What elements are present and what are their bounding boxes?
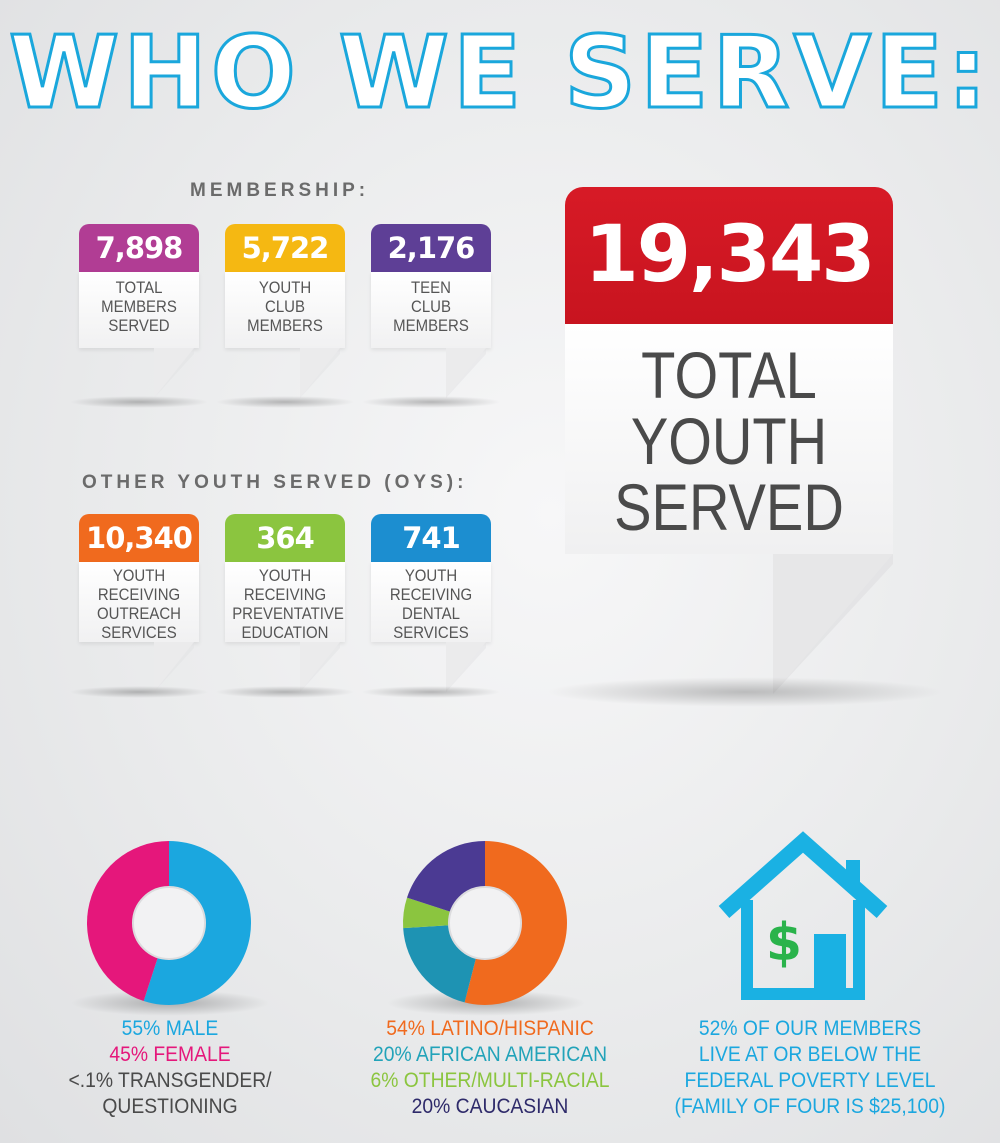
card-label-line: YOUTH — [258, 278, 312, 297]
total-youth-served-card: 19,343 TOTAL YOUTH SERVED — [545, 187, 945, 707]
card-label-line: SERVICES — [393, 623, 469, 642]
page-title: WHO WE SERVE: — [7, 14, 992, 131]
card-label-line: CLUB — [411, 297, 451, 316]
total-label-line: SERVED — [614, 470, 844, 544]
poverty-line: FEDERAL POVERTY LEVEL — [684, 1069, 936, 1092]
tag-shadow — [361, 396, 501, 408]
tag-tail — [446, 642, 486, 692]
gender-stats: 55% MALE 45% FEMALE <.1% TRANSGENDER/ QU… — [40, 1016, 300, 1120]
gender-transgender-text: <.1% TRANSGENDER/ — [68, 1069, 272, 1092]
tag-tail — [446, 348, 486, 398]
total-label-line: TOTAL — [641, 338, 817, 412]
house-door — [814, 934, 846, 994]
tag-shadow — [69, 396, 209, 408]
card-label-line: YOUTH — [112, 566, 166, 585]
dollar-icon: $ — [766, 913, 802, 973]
gender-donut-chart — [87, 841, 252, 1005]
card-label-line: MEMBERS — [101, 297, 177, 316]
tag-tail — [154, 348, 194, 398]
oys-card-label: YOUTH RECEIVING PREVENTATIVE EDUCATION — [225, 562, 345, 642]
ethnicity-donut-hole — [448, 886, 522, 960]
card-label-line: DENTAL — [402, 604, 460, 623]
oys-card-outreach: 10,340 YOUTH RECEIVING OUTREACH SERVICES — [69, 514, 209, 698]
gender-male-text: 55% MALE — [121, 1017, 219, 1040]
oys-card-dental: 741 YOUTH RECEIVING DENTAL SERVICES — [361, 514, 501, 698]
tag-shadow — [69, 686, 209, 698]
membership-card-total-members: 7,898 TOTAL MEMBERS SERVED — [69, 224, 209, 408]
tag-tail — [300, 348, 340, 398]
tag-tail — [300, 642, 340, 692]
total-youth-value: 19,343 — [565, 187, 893, 324]
card-label-line: SERVICES — [101, 623, 177, 642]
card-label-line: OUTREACH — [97, 604, 181, 623]
oys-label: OTHER YOUTH SERVED (OYS): — [82, 472, 468, 493]
card-label-line: CLUB — [265, 297, 305, 316]
membership-card-youth-club: 5,722 YOUTH CLUB MEMBERS — [215, 224, 355, 408]
poverty-line: LIVE AT OR BELOW THE — [698, 1043, 922, 1066]
card-label-line: RECEIVING — [243, 585, 327, 604]
ethnicity-stats: 54% LATINO/HISPANIC 20% AFRICAN AMERICAN… — [350, 1016, 630, 1120]
card-label-line: EDUCATION — [241, 623, 329, 642]
tag-shadow — [361, 686, 501, 698]
house-chimney — [846, 860, 860, 884]
house-roof — [718, 831, 888, 918]
oys-card-value: 741 — [371, 514, 491, 562]
ethnicity-african-american-text: 20% AFRICAN AMERICAN — [372, 1043, 608, 1066]
card-label-line: TEEN — [411, 278, 451, 297]
gender-slice-female — [87, 841, 169, 1001]
tag-shadow — [545, 677, 945, 707]
tag-shadow — [215, 686, 355, 698]
poverty-stats: 52% OF OUR MEMBERS LIVE AT OR BELOW THE … — [655, 1016, 965, 1120]
card-label-line: YOUTH — [404, 566, 458, 585]
card-label-line: TOTAL — [115, 278, 163, 297]
membership-card-label: TOTAL MEMBERS SERVED — [79, 272, 199, 348]
tag-tail — [154, 642, 194, 692]
ethnicity-other-text: 6% OTHER/MULTI-RACIAL — [370, 1069, 610, 1092]
card-label-line: MEMBERS — [247, 316, 323, 335]
membership-card-teen-club: 2,176 TEEN CLUB MEMBERS — [361, 224, 501, 408]
tag-shadow — [215, 396, 355, 408]
membership-card-label: YOUTH CLUB MEMBERS — [225, 272, 345, 348]
house-dollar-icon: $ — [718, 831, 888, 1000]
oys-card-label: YOUTH RECEIVING DENTAL SERVICES — [371, 562, 491, 642]
ethnicity-donut-chart — [403, 841, 567, 1005]
oys-card-preventative: 364 YOUTH RECEIVING PREVENTATIVE EDUCATI… — [215, 514, 355, 698]
total-youth-label: TOTAL YOUTH SERVED — [565, 324, 893, 554]
poverty-line: (FAMILY OF FOUR IS $25,100) — [674, 1095, 946, 1118]
card-label-line: YOUTH — [258, 566, 312, 585]
card-label-line: RECEIVING — [389, 585, 473, 604]
membership-card-value: 7,898 — [79, 224, 199, 272]
oys-card-value: 10,340 — [79, 514, 199, 562]
membership-card-value: 5,722 — [225, 224, 345, 272]
poverty-line: 52% OF OUR MEMBERS — [698, 1017, 922, 1040]
tag-tail — [773, 554, 893, 694]
gender-female-text: 45% FEMALE — [109, 1043, 231, 1066]
membership-card-label: TEEN CLUB MEMBERS — [371, 272, 491, 348]
membership-card-value: 2,176 — [371, 224, 491, 272]
card-label-line: SERVED — [108, 316, 170, 335]
total-label-line: YOUTH — [630, 404, 828, 478]
card-label-line: MEMBERS — [393, 316, 469, 335]
card-label-line: PREVENTATIVE — [232, 604, 344, 623]
card-label-line: RECEIVING — [97, 585, 181, 604]
membership-label: MEMBERSHIP: — [190, 180, 370, 201]
gender-donut-hole — [132, 886, 206, 960]
ethnicity-caucasian-text: 20% CAUCASIAN — [411, 1095, 569, 1118]
gender-questioning-text: QUESTIONING — [102, 1095, 238, 1118]
oys-card-label: YOUTH RECEIVING OUTREACH SERVICES — [79, 562, 199, 642]
ethnicity-latino-text: 54% LATINO/HISPANIC — [386, 1017, 594, 1040]
oys-card-value: 364 — [225, 514, 345, 562]
house-walls — [741, 900, 865, 1000]
